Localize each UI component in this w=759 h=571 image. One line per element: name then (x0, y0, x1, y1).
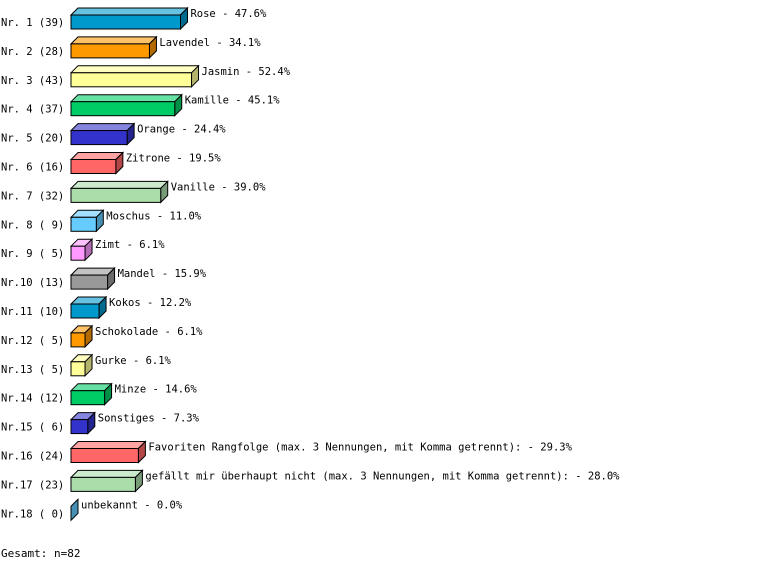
bar (70, 43, 150, 59)
bar (70, 274, 109, 290)
bar (70, 476, 136, 492)
bar-top (69, 152, 125, 160)
value-label: Moschus - 11.0% (106, 210, 202, 222)
bar (70, 101, 176, 117)
value-label: Zimt - 6.1% (95, 239, 165, 251)
row-label: Nr. 2 (28) (1, 46, 64, 58)
row-label: Nr. 8 ( 9) (1, 219, 64, 231)
bar-top (69, 65, 200, 74)
value-label: Rose - 47.6% (190, 8, 267, 20)
bar (70, 361, 86, 377)
row-label: Nr. 1 (39) (1, 17, 64, 29)
bar (70, 245, 86, 261)
value-label: Vanille - 39.0% (171, 181, 267, 193)
value-label: gefällt mir überhaupt nicht (max. 3 Nenn… (145, 470, 620, 482)
value-label: Kamille - 45.1% (185, 95, 281, 107)
total-label: Gesamt: n=82 (1, 547, 81, 560)
bar-top (69, 123, 136, 132)
bar-top (69, 7, 189, 16)
row-label: Nr.11 (10) (1, 306, 64, 318)
row-label: Nr.15 ( 6) (1, 422, 64, 434)
row-label: Nr. 7 (32) (1, 190, 64, 202)
row-label: Nr.16 (24) (1, 451, 64, 463)
bar (70, 448, 139, 463)
value-label: Schokolade - 6.1% (95, 326, 203, 338)
value-label: Sonstiges - 7.3% (98, 413, 200, 425)
value-label: Mandel - 15.9% (118, 268, 207, 280)
value-label: Kokos - 12.2% (109, 297, 192, 309)
bar (70, 303, 100, 319)
bar (70, 130, 128, 146)
value-label: Jasmin - 52.4% (202, 66, 291, 78)
bar (70, 72, 193, 88)
bar (70, 216, 97, 232)
value-label: Zitrone - 19.5% (126, 153, 222, 165)
value-label: Orange - 24.4% (137, 124, 226, 136)
row-label: Nr.13 ( 5) (1, 364, 64, 376)
row-label: Nr. 4 (37) (1, 104, 64, 116)
bar-top (69, 469, 144, 478)
bar-top (69, 36, 158, 45)
row-label: Nr.14 (12) (1, 393, 64, 405)
row-label: Nr.18 ( 0) (1, 508, 64, 520)
row-label: Nr. 5 (20) (1, 133, 64, 145)
bar (70, 419, 89, 435)
bar-top (69, 180, 169, 189)
bar (70, 390, 106, 406)
value-label: Lavendel - 34.1% (159, 37, 261, 49)
bar (70, 332, 86, 348)
bar (70, 14, 181, 30)
value-label: unbekannt - 0.0% (81, 499, 183, 511)
bar (70, 187, 162, 203)
bar (70, 159, 117, 174)
row-label: Nr.10 (13) (1, 277, 64, 289)
row-label: Nr.17 (23) (1, 479, 64, 491)
bar-top (69, 94, 183, 103)
bar-top (69, 441, 147, 449)
value-label: Minze - 14.6% (115, 384, 198, 396)
value-label: Gurke - 6.1% (95, 355, 172, 367)
row-label: Nr. 9 ( 5) (1, 248, 64, 260)
row-label: Nr.12 ( 5) (1, 335, 64, 347)
value-label: Favoriten Rangfolge (max. 3 Nennungen, m… (148, 442, 572, 454)
row-label: Nr. 3 (43) (1, 75, 64, 87)
bar-side (70, 498, 79, 522)
row-label: Nr. 6 (16) (1, 162, 64, 174)
